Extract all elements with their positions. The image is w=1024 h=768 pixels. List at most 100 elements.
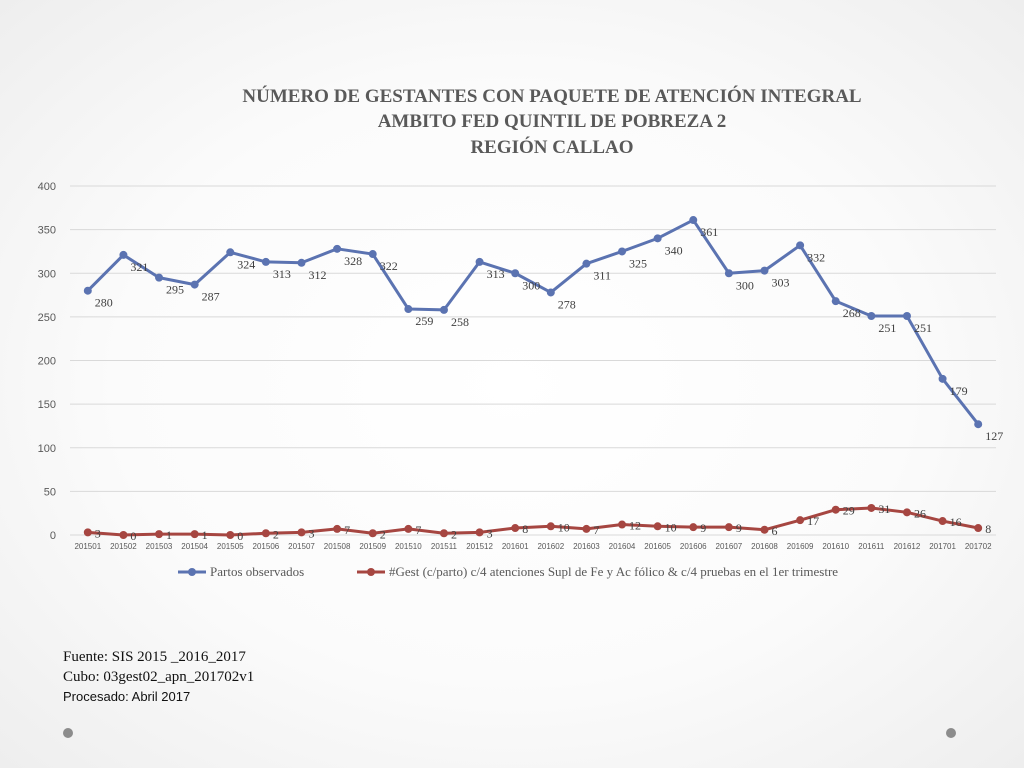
data-label: 332: [807, 250, 825, 264]
data-point: [155, 273, 164, 282]
data-label: 313: [487, 267, 505, 281]
data-label: 8: [522, 522, 528, 536]
data-label: 251: [878, 321, 896, 335]
data-label: 311: [593, 269, 611, 283]
data-label: 340: [665, 243, 683, 257]
y-tick-label: 150: [38, 399, 56, 411]
y-tick-label: 400: [38, 181, 56, 193]
x-tick-label: 201611: [858, 542, 885, 551]
data-point: [618, 520, 627, 529]
data-point: [582, 259, 591, 268]
series-line-1: [86, 218, 980, 426]
y-tick-label: 300: [38, 268, 56, 280]
data-point: [831, 297, 840, 306]
data-point: [618, 247, 627, 256]
data-label: 9: [700, 521, 706, 535]
y-tick-label: 0: [50, 530, 56, 542]
y-tick-label: 250: [38, 312, 56, 324]
data-point: [724, 523, 733, 532]
footer-source: Fuente: SIS 2015 _2016_2017: [63, 649, 246, 665]
data-label: 300: [736, 278, 754, 292]
x-tick-label: 201510: [395, 542, 422, 551]
data-point: [974, 524, 983, 533]
data-point: [439, 305, 448, 314]
x-axis: 201501 201502 201503 201504 201505 201506 2015…: [74, 542, 992, 551]
data-point: [653, 522, 662, 531]
data-point: [190, 530, 199, 539]
data-point: [226, 531, 235, 539]
data-point: [974, 420, 983, 429]
y-tick-label: 200: [38, 356, 56, 368]
chart-title: NÚMERO DE GESTANTES CON PAQUETE DE ATENC…: [242, 85, 861, 158]
data-label: 6: [772, 524, 778, 538]
data-point: [190, 280, 199, 289]
chart-title-line-2: AMBITO FED QUINTIL DE POBREZA 2: [378, 111, 727, 132]
data-label: 2: [380, 527, 386, 541]
data-point: [404, 524, 413, 533]
data-point: [796, 516, 805, 525]
data-point: [689, 523, 698, 532]
data-point: [439, 529, 448, 538]
data-label: 313: [273, 267, 291, 281]
data-point: [546, 288, 555, 297]
data-label: 278: [558, 297, 576, 311]
data-label: 10: [558, 520, 570, 534]
data-label: 16: [950, 515, 962, 529]
x-tick-label: 201512: [466, 542, 493, 551]
data-label: 280: [95, 296, 113, 310]
data-label: 2: [273, 527, 279, 541]
data-point: [760, 525, 769, 534]
data-point: [475, 528, 484, 537]
y-gridlines: [70, 185, 996, 536]
legend-label-2: #Gest (c/parto) c/4 atenciones Supl de F…: [389, 564, 838, 579]
data-point: [119, 250, 128, 259]
data-label: 17: [807, 514, 819, 528]
x-tick-label: 201602: [537, 542, 564, 551]
data-label: 268: [843, 306, 861, 320]
data-point: [796, 241, 805, 250]
data-label: 1: [202, 528, 208, 542]
x-tick-label: 201605: [644, 542, 671, 551]
x-tick-label: 201509: [359, 542, 386, 551]
x-tick-label: 201505: [217, 542, 244, 551]
x-tick-label: 201701: [929, 542, 956, 551]
data-point: [511, 524, 520, 533]
data-point: [582, 524, 591, 533]
x-tick-label: 201606: [680, 542, 707, 551]
data-point: [475, 257, 484, 266]
data-label: 322: [380, 259, 398, 273]
data-label: 9: [736, 521, 742, 535]
legend-marker-1: [188, 568, 196, 576]
data-point: [119, 531, 128, 539]
data-point: [297, 258, 306, 267]
x-tick-label: 201502: [110, 542, 137, 551]
footer-processed: Procesado: Abril 2017: [63, 689, 191, 704]
x-tick-label: 201508: [324, 542, 351, 551]
data-point: [938, 374, 947, 383]
data-point: [902, 312, 911, 321]
x-tick-label: 201610: [822, 542, 849, 551]
series-line-2: [87, 506, 979, 537]
legend-item-2: #Gest (c/parto) c/4 atenciones Supl de F…: [357, 564, 838, 579]
data-label: 300: [522, 278, 540, 292]
y-tick-label: 350: [38, 225, 56, 237]
x-tick-label: 201608: [751, 542, 778, 551]
data-point: [831, 505, 840, 514]
data-point: [368, 250, 377, 259]
data-point: [297, 528, 306, 537]
slide-corner-dot-right: [946, 728, 956, 738]
data-point: [724, 269, 733, 278]
data-label: 7: [344, 523, 350, 537]
data-point: [155, 530, 164, 539]
data-point: [83, 286, 92, 295]
data-label: 287: [202, 290, 220, 304]
data-label: 2: [451, 527, 457, 541]
legend-item-1: Partos observados: [178, 564, 304, 579]
data-point: [261, 257, 270, 266]
legend-label-1: Partos observados: [210, 564, 304, 579]
data-point: [546, 522, 555, 531]
source-footer: Fuente: SIS 2015 _2016_2017 Cubo: 03gest…: [63, 647, 254, 707]
data-label: 325: [629, 256, 647, 270]
